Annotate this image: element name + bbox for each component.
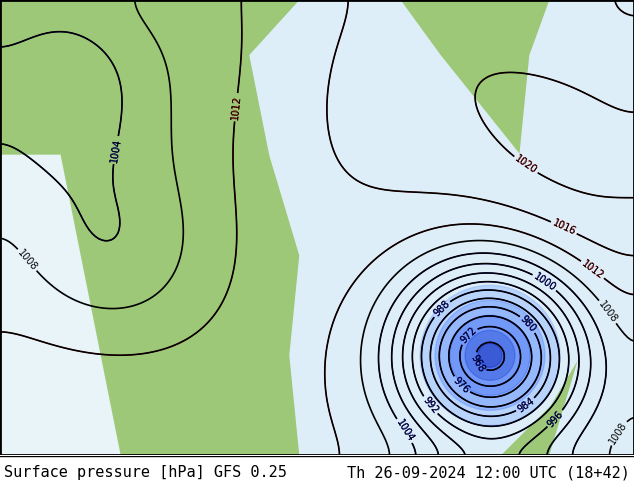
Text: 976: 976 <box>451 375 471 395</box>
Text: 1016: 1016 <box>551 218 577 237</box>
Text: 996: 996 <box>545 409 565 429</box>
Text: 1008: 1008 <box>15 247 39 272</box>
Text: 980: 980 <box>518 314 538 334</box>
Circle shape <box>465 330 515 380</box>
Text: 1008: 1008 <box>597 299 619 325</box>
Text: 1012: 1012 <box>579 258 605 281</box>
Text: 980: 980 <box>518 314 538 334</box>
Text: 996: 996 <box>545 409 565 429</box>
Text: 992: 992 <box>420 395 440 416</box>
Text: 1004: 1004 <box>109 137 123 163</box>
Text: 984: 984 <box>515 395 536 415</box>
Text: Th 26-09-2024 12:00 UTC (18+42): Th 26-09-2024 12:00 UTC (18+42) <box>347 466 630 480</box>
Text: 1020: 1020 <box>513 154 539 176</box>
Text: 1020: 1020 <box>513 154 539 176</box>
Circle shape <box>478 343 502 368</box>
Text: 1012: 1012 <box>230 95 242 120</box>
Text: Surface pressure [hPa] GFS 0.25: Surface pressure [hPa] GFS 0.25 <box>4 466 287 480</box>
Text: 988: 988 <box>432 299 451 319</box>
Text: 1004: 1004 <box>394 418 415 444</box>
Circle shape <box>450 316 530 395</box>
Polygon shape <box>0 0 634 455</box>
Text: 1008: 1008 <box>607 420 629 446</box>
Text: 968: 968 <box>469 353 487 373</box>
Text: 972: 972 <box>458 325 479 345</box>
Text: 976: 976 <box>451 375 471 395</box>
Text: 972: 972 <box>458 325 479 345</box>
Text: 1004: 1004 <box>109 137 123 163</box>
Circle shape <box>435 300 545 410</box>
Circle shape <box>420 285 560 425</box>
Text: 984: 984 <box>515 395 536 415</box>
Polygon shape <box>250 0 600 455</box>
Text: 1016: 1016 <box>551 218 577 237</box>
Polygon shape <box>520 0 634 455</box>
Polygon shape <box>0 155 120 455</box>
Text: 1004: 1004 <box>394 418 415 444</box>
Text: 1012: 1012 <box>230 95 242 120</box>
Text: 1012: 1012 <box>579 258 605 281</box>
Text: 992: 992 <box>420 395 440 416</box>
Text: 988: 988 <box>432 299 451 319</box>
Text: 1000: 1000 <box>532 271 558 293</box>
Text: 968: 968 <box>469 353 487 373</box>
Text: 1000: 1000 <box>532 271 558 293</box>
